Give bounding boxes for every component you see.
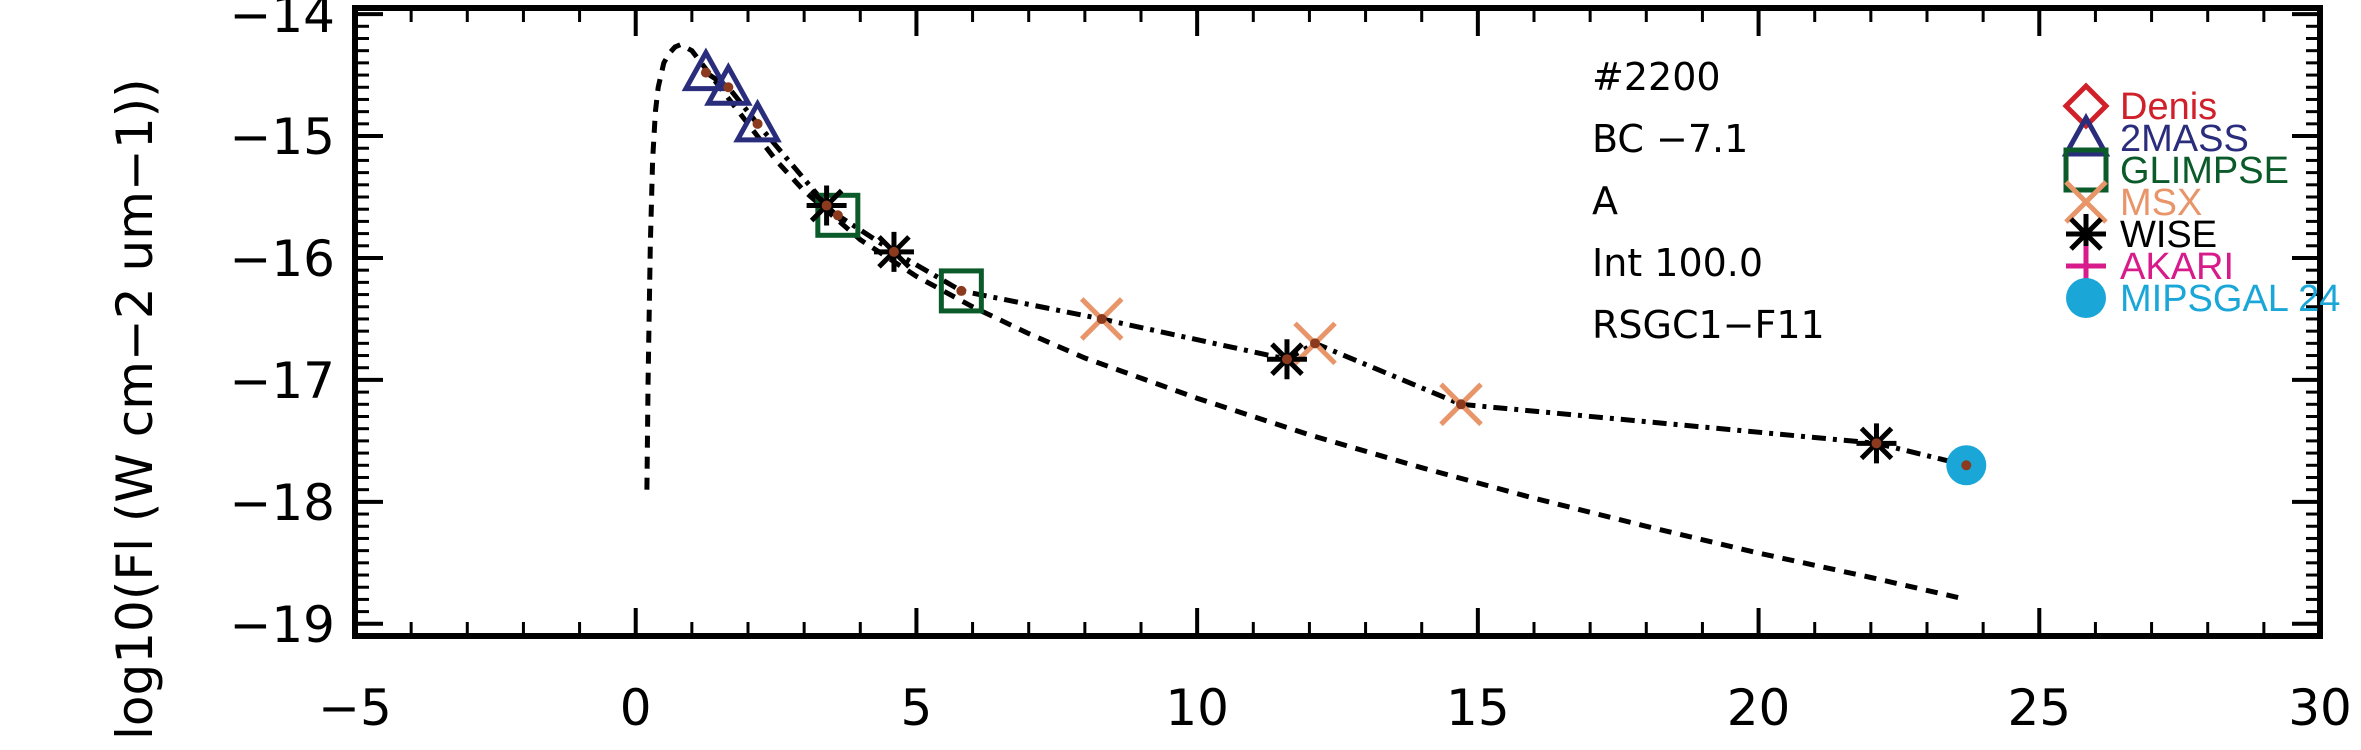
x-tick-label: 10: [1165, 679, 1229, 737]
2mass-point: [733, 98, 782, 143]
plot-border: [352, 5, 2323, 639]
x-tick-label: 5: [901, 679, 933, 737]
annotation-bc: BC −7.1: [1592, 117, 1748, 161]
tick-layer: [353, 8, 2322, 636]
legend-label-wise: WISE: [2120, 214, 2217, 256]
annotation-int: Int 100.0: [1592, 241, 1763, 285]
x-tick-label: 30: [2288, 679, 2352, 737]
y-axis-title: log10(Fl (W cm−2 um−1)): [106, 78, 164, 740]
model-point: [752, 118, 763, 129]
model-point: [1310, 338, 1321, 349]
y-tick-label: −16: [229, 230, 335, 288]
x-tick-label: −5: [318, 679, 392, 737]
legend-label-denis: Denis: [2120, 86, 2217, 128]
model-point: [1961, 460, 1972, 471]
model-point: [832, 210, 843, 221]
annotation-name: RSGC1−F11: [1592, 303, 1825, 347]
annotation-id: #2200: [1592, 55, 1721, 99]
annotation-class: A: [1592, 179, 1618, 223]
x-tick-label: 15: [1446, 679, 1510, 737]
legend-label-mipsgal-24: MIPSGAL 24: [2120, 278, 2340, 320]
model-point: [1456, 399, 1467, 410]
glimpse-point: [938, 268, 984, 314]
text-layer: −5 0 5 10 15 20 25 30 −19 −18 −17 −16 −15 −14 log10(Fl…: [106, 0, 2352, 740]
legend-marker-glimpse: [2063, 147, 2109, 193]
model-point: [1871, 438, 1882, 449]
legend-label-akari: AKARI: [2120, 246, 2234, 288]
model-point: [956, 285, 967, 296]
legend-label-msx: MSX: [2120, 182, 2202, 224]
plot-frame: [352, 5, 2323, 639]
model-point: [1096, 313, 1107, 324]
model-curve: [644, 41, 1967, 602]
model-point: [821, 200, 832, 211]
x-tick-label: 20: [1727, 679, 1791, 737]
legend-marker-denis: [2062, 82, 2110, 130]
marker-layer: [681, 47, 1987, 486]
2mass-point: [704, 62, 753, 106]
y-tick-label: −17: [229, 352, 335, 410]
x-tick-label: 0: [620, 679, 652, 737]
legend-marker-msx: [2064, 180, 2108, 224]
y-tick-label: −19: [229, 596, 335, 654]
legend-marker-2mass: [2061, 112, 2111, 157]
model-point: [700, 67, 711, 78]
x-tick-label: 25: [2007, 679, 2071, 737]
y-tick-label: −18: [229, 474, 335, 532]
model-point: [723, 82, 734, 93]
legend-label-glimpse: GLIMPSE: [2120, 150, 2289, 192]
y-tick-label: −15: [229, 108, 335, 166]
y-tick-label: −14: [229, 0, 335, 44]
legend-label-2mass: 2MASS: [2120, 118, 2249, 160]
legend-marker-mipsgal-24: [2066, 278, 2106, 318]
model-point: [888, 246, 899, 257]
2mass-point: [681, 47, 731, 92]
model-point: [1281, 354, 1292, 365]
legend-marker-wise: [2066, 214, 2106, 254]
